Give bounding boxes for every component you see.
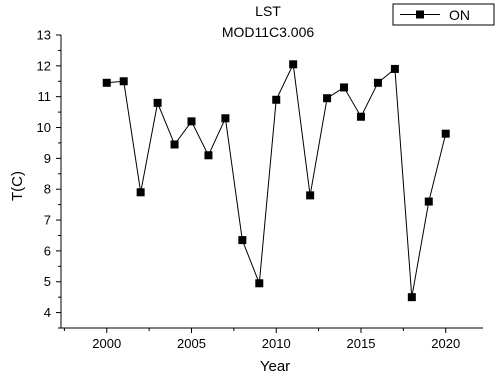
legend-marker xyxy=(416,10,424,19)
y-tick-label: 12 xyxy=(37,58,51,73)
data-point xyxy=(373,78,382,87)
data-series xyxy=(102,60,450,302)
y-tick-label: 4 xyxy=(44,305,51,320)
y-tick-label: 9 xyxy=(44,151,51,166)
y-tick-label: 7 xyxy=(44,213,51,228)
data-point xyxy=(153,98,162,107)
data-point xyxy=(441,129,450,138)
x-tick-label: 2005 xyxy=(177,336,206,351)
legend: ON xyxy=(392,3,495,26)
y-ticks: 4 5 6 7 8 9 10 11 12 13 xyxy=(37,28,61,329)
axes xyxy=(60,35,483,329)
data-point xyxy=(136,188,145,197)
data-point xyxy=(170,140,179,149)
data-point xyxy=(356,112,365,121)
data-point xyxy=(272,95,281,104)
data-point xyxy=(390,64,399,73)
data-point xyxy=(407,293,416,302)
data-point xyxy=(323,94,332,103)
data-point xyxy=(289,60,298,69)
x-tick-label: 2000 xyxy=(92,336,121,351)
data-point xyxy=(255,279,264,288)
data-point xyxy=(119,77,128,86)
data-point xyxy=(306,191,315,200)
data-point xyxy=(340,83,349,92)
y-tick-label: 11 xyxy=(38,89,52,104)
data-point xyxy=(102,78,111,87)
y-tick-label: 6 xyxy=(44,243,51,258)
x-tick-label: 2020 xyxy=(431,336,460,351)
y-tick-label: 5 xyxy=(44,274,51,289)
y-tick-label: 10 xyxy=(37,120,51,135)
x-ticks: 2000 2005 2010 2015 2020 xyxy=(63,328,460,351)
legend-label-on: ON xyxy=(449,7,470,23)
chart-title: LST xyxy=(255,3,281,19)
y-tick-label: 13 xyxy=(37,28,51,43)
data-point xyxy=(187,117,196,126)
legend-box xyxy=(392,3,495,26)
y-tick-label: 8 xyxy=(44,182,51,197)
x-tick-label: 2015 xyxy=(347,336,376,351)
x-axis-title: Year xyxy=(260,358,290,374)
chart-subtitle: MOD11C3.006 xyxy=(222,24,315,40)
x-tick-label: 2010 xyxy=(262,336,291,351)
data-point xyxy=(204,151,213,160)
data-point xyxy=(424,197,433,206)
data-point xyxy=(221,114,230,123)
y-axis-title: T(C) xyxy=(9,171,26,201)
data-point xyxy=(238,236,247,245)
